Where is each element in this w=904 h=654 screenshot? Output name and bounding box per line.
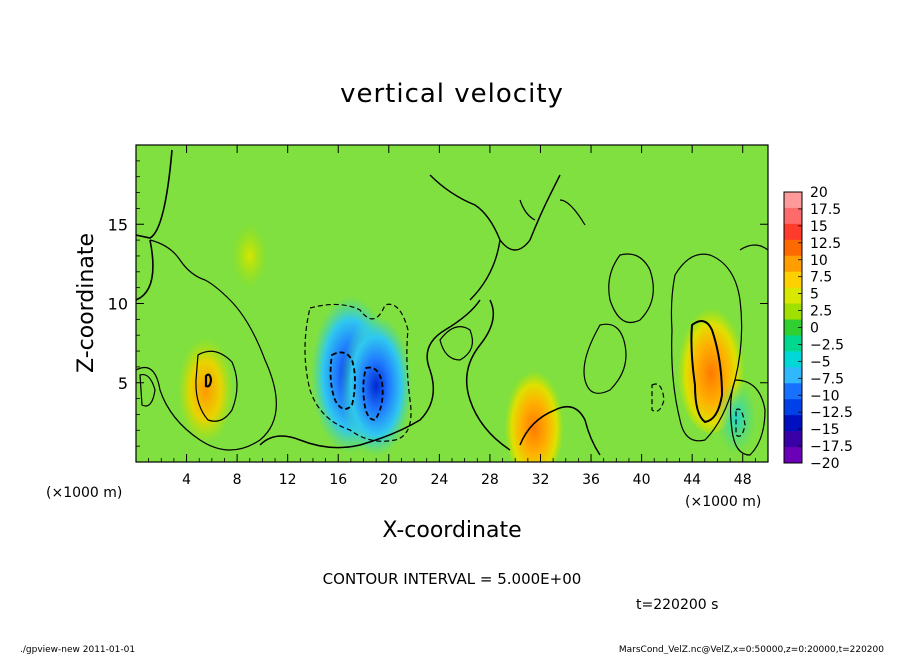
negative-contours bbox=[304, 303, 746, 442]
field-feature bbox=[716, 380, 757, 455]
x-axis-label: X-coordinate bbox=[382, 518, 521, 543]
colorbar-label: −17.5 bbox=[810, 439, 853, 455]
y-tick-label: 5 bbox=[118, 374, 128, 393]
colorbar-label: 17.5 bbox=[810, 202, 841, 218]
field-feature bbox=[340, 315, 413, 457]
x-tick-label: 28 bbox=[481, 472, 499, 488]
colorbar-label: −20 bbox=[810, 456, 840, 472]
x-tick-label: 44 bbox=[683, 472, 701, 488]
plot-area bbox=[136, 145, 768, 462]
colorbar-swatch bbox=[784, 367, 802, 384]
time-label: t=220200 s bbox=[636, 597, 718, 613]
x-tick-label: 36 bbox=[582, 472, 600, 488]
colorbar-label: 2.5 bbox=[810, 304, 832, 320]
field-feature bbox=[504, 364, 565, 462]
colorbar-swatch bbox=[784, 207, 802, 225]
colorbar-label: 12.5 bbox=[810, 236, 841, 252]
colorbar-label: 5 bbox=[810, 287, 819, 303]
colorbar-label: −15 bbox=[810, 422, 840, 438]
x-axis: 4 8 12 16 20 24 28 32 36 40 44 48 bbox=[148, 145, 756, 488]
chart-title: vertical velocity bbox=[340, 79, 564, 109]
field-feature bbox=[231, 223, 268, 289]
colorbar-swatch bbox=[784, 303, 802, 321]
y-axis-label: Z-coordinate bbox=[74, 233, 99, 373]
contour-lines bbox=[136, 149, 768, 456]
x-tick-label: 4 bbox=[182, 472, 191, 488]
colorbar-label: −10 bbox=[810, 388, 840, 404]
colorbar-swatch bbox=[784, 399, 802, 416]
x-tick-label: 8 bbox=[233, 472, 242, 488]
colorbar-swatch bbox=[784, 239, 802, 257]
colorbar-label: −5 bbox=[810, 354, 831, 370]
colorbar-label: 15 bbox=[810, 219, 828, 235]
colorbar-swatch bbox=[784, 287, 802, 305]
colorbar-swatch bbox=[784, 271, 802, 289]
x-tick-label: 40 bbox=[633, 472, 651, 488]
x-tick-label: 20 bbox=[380, 472, 398, 488]
colorbar-swatch bbox=[784, 383, 802, 400]
colorbar-label: 20 bbox=[810, 185, 828, 201]
footer-left: ./gpview-new 2011-01-01 bbox=[20, 645, 135, 654]
x-unit-right: (×1000 m) bbox=[685, 494, 761, 510]
contour-interval: CONTOUR INTERVAL = 5.000E+00 bbox=[323, 570, 582, 588]
colorbar-swatch bbox=[784, 351, 802, 368]
colorbar-label: −12.5 bbox=[810, 405, 853, 421]
colorbar-swatch bbox=[784, 223, 802, 241]
footer-right: MarsCond_VelZ.nc@VelZ,x=0:50000,z=0:2000… bbox=[619, 645, 884, 654]
colorbar-swatch bbox=[784, 431, 802, 448]
colorbar-label: −2.5 bbox=[810, 337, 844, 353]
y-axis: 5 10 15 bbox=[108, 160, 768, 447]
field-feature bbox=[177, 337, 234, 445]
colorbar-swatch bbox=[784, 192, 802, 209]
colorbar-label: −7.5 bbox=[810, 371, 844, 387]
x-tick-label: 16 bbox=[329, 472, 347, 488]
colorbar-label: 10 bbox=[810, 253, 828, 269]
colorbar-label: 7.5 bbox=[810, 270, 832, 286]
colorbar-swatch bbox=[784, 335, 802, 352]
colorbar-label: 0 bbox=[810, 321, 819, 337]
x-unit-left: (×1000 m) bbox=[46, 485, 122, 501]
y-tick-label: 15 bbox=[108, 215, 128, 234]
colorbar-swatch bbox=[784, 415, 802, 432]
y-tick-label: 10 bbox=[108, 295, 128, 314]
colorbar-swatch bbox=[784, 447, 802, 464]
colorbar-swatch bbox=[784, 319, 802, 336]
colorbar-swatch bbox=[784, 255, 802, 273]
x-tick-label: 48 bbox=[734, 472, 752, 488]
x-tick-label: 12 bbox=[279, 472, 297, 488]
x-tick-label: 24 bbox=[430, 472, 448, 488]
colorbar: 2017.51512.5107.552.50−2.5−5−7.5−10−12.5… bbox=[783, 185, 853, 472]
x-tick-label: 32 bbox=[532, 472, 550, 488]
